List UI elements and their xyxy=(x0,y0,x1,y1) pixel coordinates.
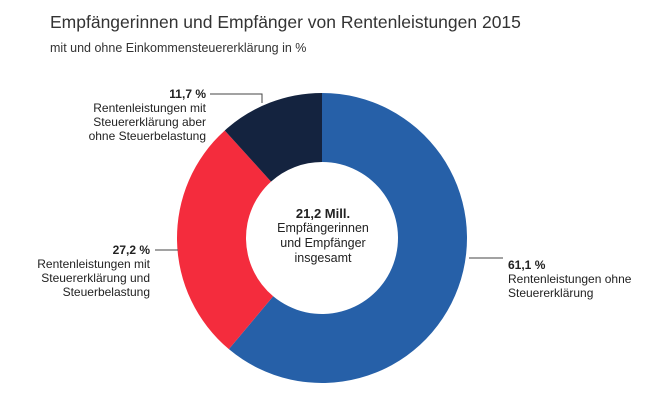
donut-slice-ohne-steuerbelastung xyxy=(224,93,322,182)
slice-label-value: 27,2 % xyxy=(112,243,150,257)
donut-center-label: 21,2 Mill. Empfängerinnen und Empfänger … xyxy=(252,206,394,266)
slice-label-value: 61,1 % xyxy=(508,258,546,272)
donut-slice-ohne-steuererklaerung xyxy=(228,93,468,384)
leader-line-ohne-steuerbelastung xyxy=(210,93,263,103)
slice-label-text: Rentenleistungen mit Steuererklärung und… xyxy=(37,257,150,299)
slice-label-ohne-steuerbelastung: 11,7 % Rentenleistungen mit Steuererklär… xyxy=(60,87,206,143)
donut-slice-mit-steuerbelastung xyxy=(177,130,274,350)
chart-title: Empfängerinnen und Empfänger von Rentenl… xyxy=(50,12,521,32)
chart-subtitle: mit und ohne Einkommensteuererklärung in… xyxy=(50,41,307,55)
slice-label-ohne-steuererklaerung: 61,1 % Rentenleistungen ohne Steuererklä… xyxy=(508,258,631,300)
total-value: 21,2 Mill. xyxy=(295,206,351,221)
total-description: Empfängerinnen und Empfänger insgesamt xyxy=(277,221,369,265)
slice-label-text: Rentenleistungen mit Steuererklärung abe… xyxy=(88,101,206,143)
donut-slices xyxy=(177,93,468,384)
slice-label-mit-steuerbelastung: 27,2 % Rentenleistungen mit Steuererklär… xyxy=(20,243,150,299)
slice-label-text: Rentenleistungen ohne Steuererklärung xyxy=(508,272,632,300)
slice-label-value: 11,7 % xyxy=(169,87,206,101)
leader-lines xyxy=(155,93,503,259)
